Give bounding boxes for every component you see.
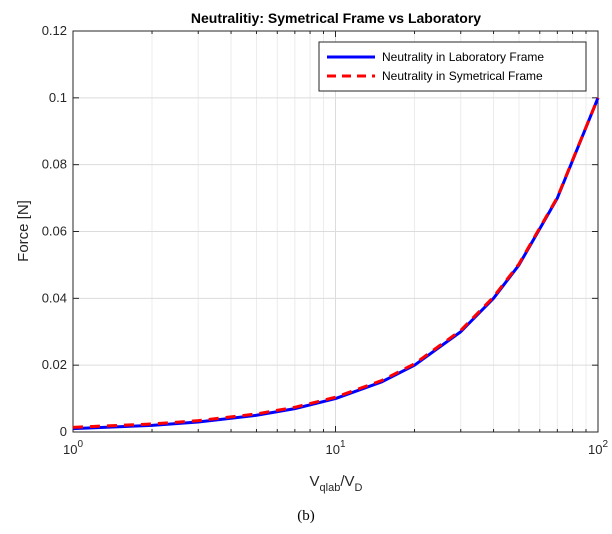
y-tick-label: 0.06	[42, 224, 67, 239]
x-label-sub1: qlab	[320, 482, 341, 494]
x-label-sep: /V	[340, 473, 354, 490]
x-axis-label: Vqlab/VD	[310, 473, 363, 494]
legend-label-laboratory: Neutrality in Laboratory Frame	[382, 50, 544, 64]
y-axis-label: Force [N]	[15, 200, 32, 262]
x-tick-label-base: 10	[588, 442, 602, 457]
x-tick-label-exponent: 0	[77, 439, 83, 450]
y-tick-label: 0.12	[42, 23, 67, 38]
x-tick-label-exponent: 1	[340, 439, 346, 450]
x-tick-label-exponent: 2	[602, 439, 608, 450]
y-tick-label: 0.1	[49, 90, 67, 105]
y-tick-label: 0.02	[42, 357, 67, 372]
legend-label-symetrical: Neutrality in Symetrical Frame	[382, 69, 543, 83]
x-tick-label-base: 10	[63, 442, 77, 457]
y-tick-label: 0.04	[42, 290, 67, 305]
series-layer	[72, 97, 600, 431]
x-tick-label: 102	[588, 439, 608, 457]
y-tick-label: 0.08	[42, 157, 67, 172]
legend-box	[318, 41, 587, 92]
x-tick-label: 101	[325, 439, 345, 457]
x-label-sub2: D	[355, 482, 363, 494]
legend: Neutrality in Laboratory Frame Neutralit…	[318, 41, 587, 92]
y-tick-label: 0	[60, 424, 67, 439]
series-line-symetrical-frame	[72, 97, 600, 429]
x-label-base: V	[310, 473, 320, 490]
x-tick-label-base: 10	[325, 442, 339, 457]
x-tick-label: 100	[63, 439, 83, 457]
figure-caption: (b)	[297, 508, 315, 524]
chart-title: Neutralitiy: Symetrical Frame vs Laborat…	[191, 10, 481, 26]
